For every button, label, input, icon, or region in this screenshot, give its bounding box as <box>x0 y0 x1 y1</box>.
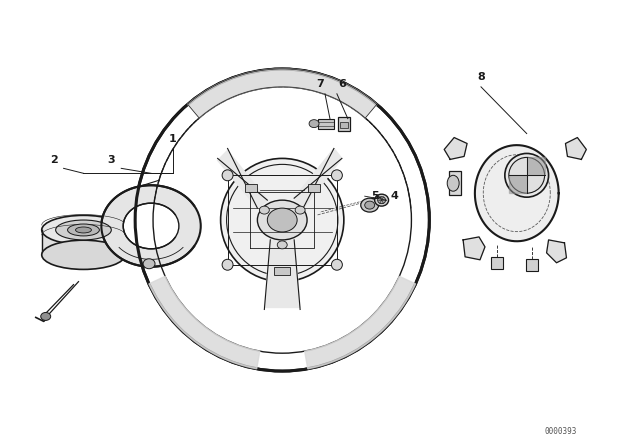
Ellipse shape <box>505 154 548 197</box>
Ellipse shape <box>101 185 201 267</box>
Ellipse shape <box>221 159 344 282</box>
Ellipse shape <box>41 312 51 320</box>
Ellipse shape <box>259 206 269 214</box>
Ellipse shape <box>135 69 429 371</box>
Ellipse shape <box>378 197 385 204</box>
Ellipse shape <box>447 175 459 191</box>
Ellipse shape <box>257 200 307 240</box>
Ellipse shape <box>143 259 155 269</box>
Bar <box>525 259 538 271</box>
Polygon shape <box>509 175 527 193</box>
Ellipse shape <box>295 206 305 214</box>
Ellipse shape <box>68 224 99 236</box>
Polygon shape <box>475 145 559 241</box>
Ellipse shape <box>509 157 545 193</box>
Bar <box>449 171 461 195</box>
Text: 3: 3 <box>108 155 115 165</box>
Text: 6: 6 <box>338 79 346 89</box>
Ellipse shape <box>277 241 287 249</box>
Ellipse shape <box>365 201 374 209</box>
Polygon shape <box>218 151 268 208</box>
Ellipse shape <box>374 194 388 206</box>
Ellipse shape <box>42 240 125 269</box>
Polygon shape <box>149 276 260 369</box>
Text: 4: 4 <box>390 191 399 201</box>
Text: 0000393: 0000393 <box>544 427 577 436</box>
Polygon shape <box>527 157 545 175</box>
Ellipse shape <box>222 170 233 181</box>
Bar <box>318 119 334 129</box>
Ellipse shape <box>222 259 233 270</box>
Polygon shape <box>42 230 125 255</box>
Bar <box>244 185 257 192</box>
Ellipse shape <box>332 259 342 270</box>
Polygon shape <box>264 240 300 307</box>
Text: 2: 2 <box>50 155 58 165</box>
Bar <box>340 122 348 128</box>
Polygon shape <box>294 148 342 210</box>
Text: 5: 5 <box>371 191 378 201</box>
Ellipse shape <box>332 170 342 181</box>
Text: 8: 8 <box>477 72 485 82</box>
Bar <box>308 185 320 192</box>
Ellipse shape <box>42 215 125 245</box>
Ellipse shape <box>56 220 111 240</box>
Ellipse shape <box>309 120 319 128</box>
Ellipse shape <box>124 203 179 249</box>
Bar <box>275 267 290 275</box>
Polygon shape <box>547 240 566 263</box>
Text: 1: 1 <box>169 134 177 143</box>
Text: 7: 7 <box>316 79 324 89</box>
Polygon shape <box>188 69 377 118</box>
Polygon shape <box>305 276 415 369</box>
Ellipse shape <box>268 208 297 232</box>
Bar <box>338 116 350 130</box>
Polygon shape <box>444 138 467 159</box>
Polygon shape <box>566 138 586 159</box>
Polygon shape <box>463 237 485 260</box>
Ellipse shape <box>76 227 92 233</box>
Bar <box>491 257 503 269</box>
Ellipse shape <box>361 198 379 212</box>
